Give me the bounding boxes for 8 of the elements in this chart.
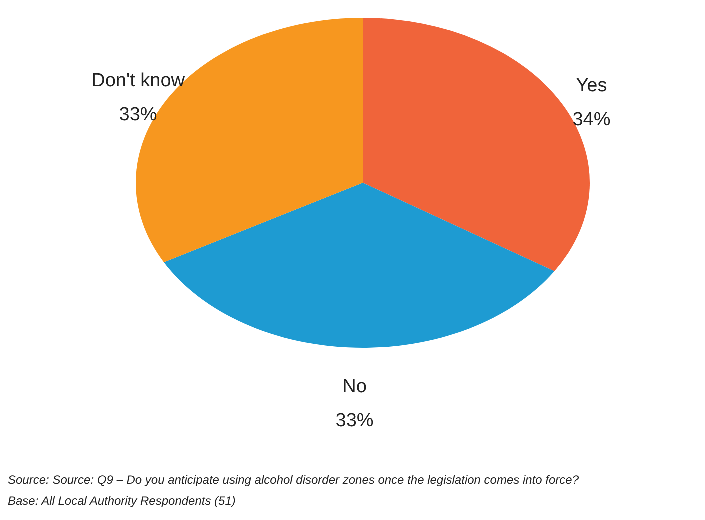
text: Base: All Local Authority Respondents (51) [8,493,237,510]
slice-label: Don't know [92,70,186,92]
slice-label: Yes [576,76,608,97]
data-label: 33% [336,410,374,432]
slice-label: No [342,376,367,398]
data-label: 34% [572,110,611,131]
data-label: 33% [119,104,158,126]
source-note: Source: Source: Q9 – Do you anticipate using alcohol disorder zones once the legislation comes into force? [8,472,580,489]
